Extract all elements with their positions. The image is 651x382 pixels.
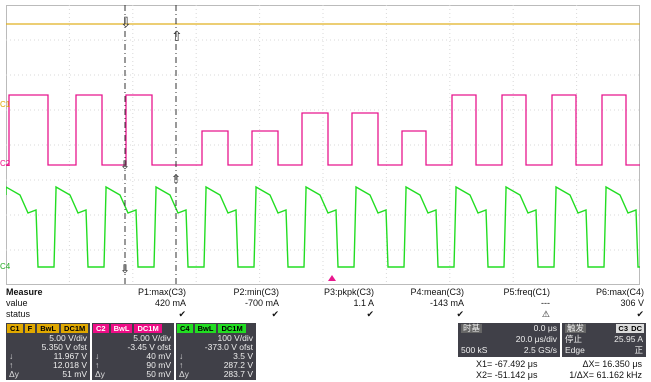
timebase-descriptor[interactable]: 时基 0.0 μs 20.0 μs/div 500 kS 2.5 GS/s — [458, 323, 560, 357]
c1-id-tag: C1 — [7, 323, 23, 333]
param-p4-value: -143 mA — [429, 298, 464, 308]
channel-c2-descriptor[interactable]: C2 BwL DC1M 5.00 V/div -3.45 V ofst ↓ 40… — [92, 323, 174, 380]
trigger-mode: 停止 — [565, 334, 583, 344]
timebase-delay: 0.0 μs — [533, 323, 557, 333]
c4-trace — [6, 185, 640, 268]
c2-up-value: 90 mV — [146, 360, 171, 370]
trigger-type: Edge — [565, 345, 585, 355]
measure-value-label: value — [6, 298, 28, 308]
param-p6-value: 306 V — [620, 298, 644, 308]
channel-c1-descriptor[interactable]: C1 F BwL DC1M 5.00 V/div 5.350 V ofst ↓ … — [6, 323, 90, 380]
c4-down-value: 3.5 V — [233, 351, 253, 361]
c4-up-cursor-icon: ↑ — [179, 360, 184, 370]
c1-coupling-tag: DC1M — [61, 323, 89, 333]
c2-vdiv: 5.00 V/div — [133, 333, 171, 343]
cursor-readout: X1= -67.492 μs ΔX= 16.350 μs X2= -51.142… — [458, 358, 646, 380]
c4-delta-value: 283.7 V — [223, 369, 253, 379]
trigger-slope: 正 — [634, 345, 643, 355]
cursor-delta-x: ΔX= 16.350 μs — [582, 359, 642, 369]
param-p1-value: 420 mA — [154, 298, 186, 308]
c4-offset: -373.0 V ofst — [204, 342, 253, 352]
c4-up-value: 287.2 V — [223, 360, 253, 370]
c1-up-value: 12.018 V — [52, 360, 87, 370]
timebase-label: 时基 — [461, 323, 483, 333]
c2-bwl-tag: BwL — [110, 323, 133, 333]
param-p3-name[interactable]: P3:pkpk(C3) — [323, 287, 374, 297]
param-p5-warning-icon: ⚠ — [541, 309, 550, 319]
param-p3-status-icon: ✔ — [366, 309, 374, 319]
param-p6-name[interactable]: P6:max(C4) — [595, 287, 644, 297]
cursor-inverse-delta-x: 1/ΔX= 61.162 kHz — [569, 370, 642, 380]
c4-delta-icon: Δy — [179, 369, 189, 379]
cursor-x2: X2= -51.142 μs — [476, 370, 538, 380]
trigger-descriptor[interactable]: 触发 C3 DC 停止 25.95 A Edge 正 — [562, 323, 646, 357]
c2-down-cursor-icon: ↓ — [95, 351, 100, 361]
trigger-channel-tag: C3 — [616, 324, 630, 333]
c1-vdiv: 5.00 V/div — [49, 333, 87, 343]
param-p3-value: 1.1 A — [353, 298, 374, 308]
c1-delta-icon: Δy — [9, 369, 19, 379]
c2-id-tag: C2 — [93, 323, 109, 333]
c2-offset: -3.45 V ofst — [127, 342, 171, 352]
c4-bwl-tag: BwL — [194, 323, 217, 333]
cursor-c3-marker-icon: ⇩ — [120, 158, 130, 172]
c2-up-cursor-icon: ↑ — [95, 360, 100, 370]
waveform-display[interactable]: ⇩ ⇧ ⇩ ⇧ ⇩ — [6, 5, 640, 285]
cursor-c4-marker-icon: ⇩ — [120, 262, 130, 276]
c4-coupling-tag: DC1M — [218, 323, 246, 333]
trigger-position-icon — [328, 275, 336, 281]
cursor-c3-marker2-icon: ⇧ — [171, 172, 181, 186]
param-p4-name[interactable]: P4:mean(C3) — [410, 287, 464, 297]
measure-status-label: status — [6, 309, 31, 319]
c4-id-tag: C4 — [177, 323, 193, 333]
param-p6-status-icon: ✔ — [636, 309, 644, 319]
c4-vdiv: 100 V/div — [217, 333, 253, 343]
c2-delta-value: 50 mV — [146, 369, 171, 379]
c1-bwl-tag: BwL — [37, 323, 60, 333]
c3-trace — [6, 94, 640, 166]
c1-up-cursor-icon: ↑ — [9, 360, 14, 370]
c1-down-value: 11.967 V — [53, 351, 87, 361]
trigger-level: 25.95 A — [614, 334, 643, 344]
param-p1-name[interactable]: P1:max(C3) — [137, 287, 186, 297]
c4-down-cursor-icon: ↓ — [179, 351, 184, 361]
c2-coupling-tag: DC1M — [134, 323, 162, 333]
channel-c4-marker: C4 — [0, 262, 11, 271]
param-p2-value: -700 mA — [244, 298, 279, 308]
param-p2-status-icon: ✔ — [271, 309, 279, 319]
timebase-sample-rate: 2.5 GS/s — [523, 345, 557, 355]
param-p5-name[interactable]: P5:freq(C1) — [503, 287, 550, 297]
timebase-samples: 500 kS — [461, 345, 488, 355]
c1-down-cursor-icon: ↓ — [9, 351, 14, 361]
trigger-label: 触发 — [565, 323, 587, 333]
descriptor-bar: C1 F BwL DC1M 5.00 V/div 5.350 V ofst ↓ … — [6, 323, 646, 380]
param-p5-value: --- — [541, 298, 550, 308]
cursor-x1-arrow-icon: ⇩ — [120, 15, 132, 31]
channel-c2-marker: C2 — [0, 159, 11, 168]
trigger-coupling-tag: DC — [629, 324, 644, 333]
c2-down-value: 40 mV — [146, 351, 171, 361]
measure-title: Measure — [6, 287, 43, 297]
measure-panel: Measure value status P1:max(C3) 420 mA ✔… — [6, 287, 646, 323]
channel-c4-descriptor[interactable]: C4 BwL DC1M 100 V/div -373.0 V ofst ↓ 3.… — [176, 323, 256, 380]
c1-delta-value: 51 mV — [62, 369, 87, 379]
cursor-x2-arrow-icon: ⇧ — [171, 29, 183, 45]
c1-offset: 5.350 V ofst — [41, 342, 87, 352]
param-p2-name[interactable]: P2:min(C3) — [233, 287, 279, 297]
timebase-tdiv: 20.0 μs/div — [515, 334, 557, 344]
channel-c1-marker: C1 — [0, 100, 11, 109]
param-p4-status-icon: ✔ — [456, 309, 464, 319]
c2-delta-icon: Δy — [95, 369, 105, 379]
c1-filter-tag: F — [24, 323, 36, 333]
param-p1-status-icon: ✔ — [178, 309, 186, 319]
cursor-x1: X1= -67.492 μs — [476, 359, 538, 369]
